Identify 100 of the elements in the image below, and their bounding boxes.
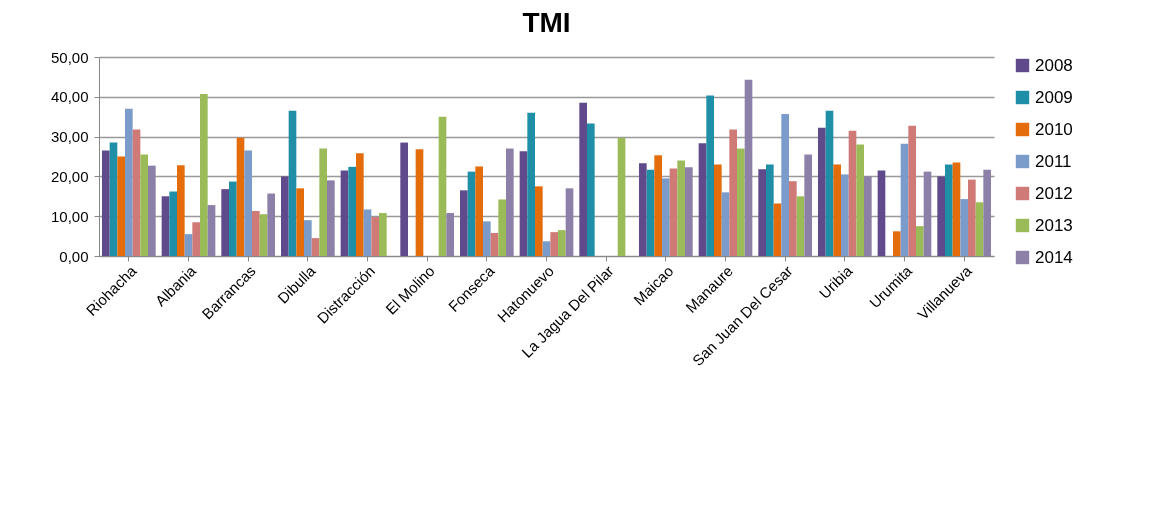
bar	[758, 169, 766, 256]
bar	[900, 143, 909, 256]
bar	[379, 213, 387, 256]
bar	[355, 153, 364, 256]
y-tick-label: 10,00	[50, 207, 89, 225]
bar	[908, 125, 917, 256]
bar	[348, 166, 356, 256]
bar	[721, 192, 730, 256]
legend-label: 2011	[1035, 151, 1072, 171]
chart-title: TMI	[522, 7, 571, 38]
bar	[446, 213, 455, 256]
bar	[132, 129, 141, 256]
bar	[340, 170, 349, 256]
bar	[685, 167, 693, 256]
bar	[744, 79, 753, 256]
bar	[781, 113, 789, 256]
bar	[923, 171, 932, 256]
y-tick-label: 20,00	[50, 167, 89, 185]
bar	[841, 174, 849, 256]
bar	[200, 94, 208, 256]
bar	[259, 214, 268, 256]
bar	[558, 230, 566, 256]
bar	[221, 189, 229, 256]
bar	[267, 193, 276, 256]
legend-label: 2012	[1035, 183, 1073, 203]
bar	[228, 181, 237, 256]
bar	[148, 165, 156, 256]
bar	[252, 211, 260, 256]
bar	[713, 164, 722, 256]
bar	[288, 110, 297, 256]
bar	[459, 190, 468, 256]
bar	[550, 232, 559, 256]
bar	[527, 112, 535, 256]
legend-label: 2010	[1035, 119, 1073, 139]
legend-label: 2009	[1035, 87, 1073, 107]
bar	[960, 199, 968, 256]
y-tick-label: 40,00	[50, 88, 89, 106]
bar	[586, 123, 595, 256]
bar	[244, 150, 252, 256]
bar	[944, 164, 953, 256]
bar	[483, 221, 491, 256]
bar	[892, 231, 901, 256]
bar	[296, 188, 304, 256]
bar	[280, 176, 289, 256]
bar	[677, 160, 686, 256]
bar	[877, 170, 886, 256]
bar	[319, 148, 328, 256]
bar	[140, 154, 149, 256]
bar	[952, 162, 961, 256]
bar	[498, 199, 507, 256]
bar	[438, 116, 447, 256]
bar	[617, 137, 626, 256]
bar	[789, 181, 797, 256]
bar	[304, 220, 312, 256]
legend-label: 2008	[1035, 55, 1073, 75]
bar	[207, 205, 216, 256]
bar	[534, 186, 543, 256]
bar	[169, 191, 177, 256]
bar	[117, 156, 125, 256]
bar	[311, 238, 320, 256]
bar	[698, 143, 707, 256]
bar	[916, 226, 924, 256]
bar	[804, 154, 813, 256]
bar	[542, 241, 551, 256]
bar	[654, 155, 662, 256]
bar	[363, 209, 372, 256]
bar	[983, 169, 992, 256]
y-tick-label: 0,00	[59, 247, 89, 265]
bar	[817, 127, 826, 256]
bar	[400, 142, 408, 256]
legend-label: 2014	[1035, 247, 1073, 267]
bar	[706, 95, 714, 256]
bar	[737, 148, 745, 256]
bar	[415, 149, 424, 256]
bar	[968, 179, 976, 256]
bar	[371, 217, 380, 256]
bar	[161, 196, 170, 256]
y-tick-label: 50,00	[50, 48, 89, 66]
bar	[833, 164, 841, 256]
bar	[773, 203, 782, 256]
bar	[975, 202, 984, 256]
bar	[646, 169, 655, 256]
bar	[506, 148, 514, 256]
bar	[519, 151, 528, 256]
bar	[729, 129, 738, 256]
bar	[864, 176, 872, 256]
bar	[856, 144, 865, 256]
bar	[638, 163, 647, 256]
bar	[579, 102, 587, 256]
bar	[475, 166, 483, 256]
bar	[467, 171, 476, 256]
bar	[109, 142, 118, 256]
bar	[937, 176, 945, 256]
y-tick-label: 30,00	[50, 128, 89, 146]
bar	[490, 232, 499, 256]
bar	[101, 150, 110, 256]
bar	[825, 110, 834, 256]
bar	[796, 196, 805, 256]
legend-label: 2013	[1035, 215, 1073, 235]
bar	[848, 130, 857, 256]
